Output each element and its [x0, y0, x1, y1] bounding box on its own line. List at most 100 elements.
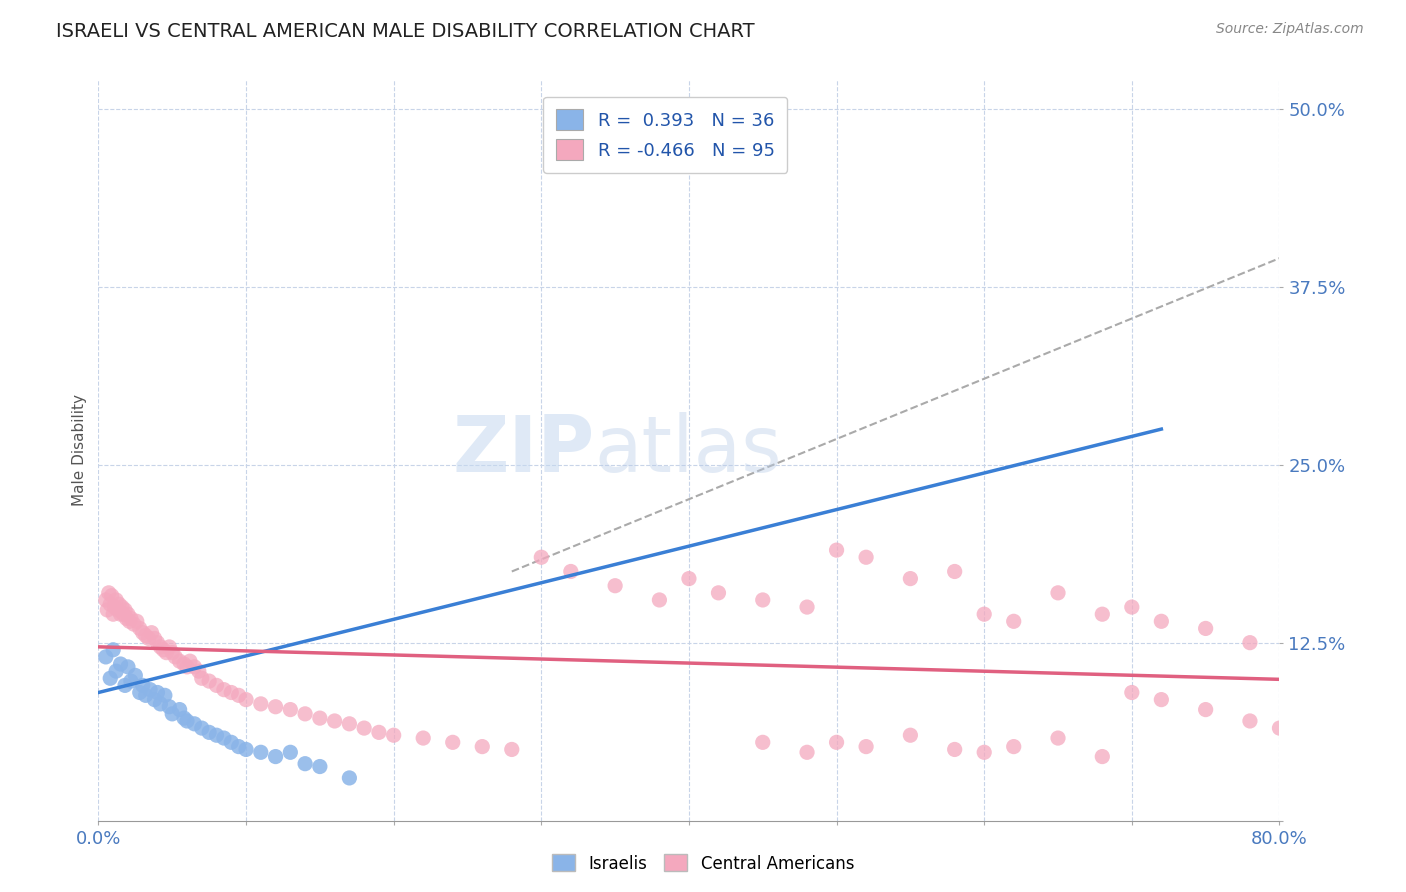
Point [100, 589, 122, 603]
Point [1121, 685, 1143, 699]
Point [153, 689, 176, 703]
Point [112, 607, 135, 622]
Point [412, 731, 434, 745]
Point [560, 565, 582, 579]
Point [176, 714, 198, 728]
Point [678, 572, 700, 586]
Point [825, 735, 848, 749]
Point [605, 579, 627, 593]
Point [107, 603, 129, 617]
Point [103, 642, 125, 657]
Point [339, 716, 361, 731]
Point [117, 660, 139, 674]
Y-axis label: Male Disability: Male Disability [72, 394, 87, 507]
Point [117, 607, 139, 622]
Point [103, 607, 125, 622]
Point [707, 586, 730, 600]
Point [120, 611, 142, 625]
Point [132, 678, 155, 692]
Text: atlas: atlas [595, 412, 782, 489]
Point [111, 600, 134, 615]
Legend: R =  0.393   N = 36, R = -0.466   N = 95: R = 0.393 N = 36, R = -0.466 N = 95 [543, 96, 787, 173]
Point [382, 728, 405, 742]
Point [191, 721, 214, 735]
Legend: Israelis, Central Americans: Israelis, Central Americans [546, 847, 860, 880]
Point [1268, 721, 1291, 735]
Point [530, 550, 553, 565]
Text: ZIP: ZIP [453, 412, 595, 489]
Point [146, 685, 169, 699]
Point [135, 628, 157, 642]
Point [294, 706, 316, 721]
Point [1239, 635, 1261, 649]
Point [108, 597, 131, 611]
Point [943, 565, 966, 579]
Point [146, 635, 169, 649]
Point [120, 674, 142, 689]
Point [198, 674, 221, 689]
Point [173, 657, 195, 671]
Point [173, 711, 195, 725]
Point [264, 699, 287, 714]
Point [212, 682, 235, 697]
Point [855, 550, 877, 565]
Point [165, 649, 187, 664]
Point [264, 749, 287, 764]
Point [152, 642, 174, 657]
Point [104, 600, 127, 615]
Point [118, 615, 141, 629]
Point [132, 625, 155, 640]
Point [139, 682, 162, 697]
Point [187, 664, 209, 678]
Point [943, 742, 966, 756]
Point [825, 543, 848, 558]
Point [1091, 607, 1114, 622]
Point [183, 716, 205, 731]
Point [323, 714, 346, 728]
Point [309, 711, 332, 725]
Point [115, 611, 138, 625]
Point [796, 745, 818, 759]
Point [149, 640, 172, 654]
Point [110, 607, 132, 622]
Point [124, 668, 146, 682]
Point [752, 735, 775, 749]
Point [1046, 731, 1070, 745]
Text: Source: ZipAtlas.com: Source: ZipAtlas.com [1216, 22, 1364, 37]
Point [973, 745, 995, 759]
Point [1091, 749, 1114, 764]
Point [900, 728, 922, 742]
Point [141, 625, 163, 640]
Point [309, 759, 332, 773]
Point [128, 685, 150, 699]
Point [973, 607, 995, 622]
Point [471, 739, 494, 754]
Point [98, 597, 121, 611]
Point [501, 742, 523, 756]
Point [198, 725, 221, 739]
Point [228, 689, 250, 703]
Point [1239, 714, 1261, 728]
Point [114, 603, 136, 617]
Point [97, 586, 120, 600]
Point [94, 649, 117, 664]
Point [796, 600, 818, 615]
Point [114, 678, 136, 692]
Point [157, 699, 180, 714]
Point [235, 692, 257, 706]
Point [94, 593, 117, 607]
Point [250, 745, 273, 759]
Point [1002, 739, 1025, 754]
Point [135, 689, 157, 703]
Point [1150, 692, 1173, 706]
Point [176, 660, 198, 674]
Point [752, 593, 775, 607]
Point [855, 739, 877, 754]
Point [138, 632, 160, 646]
Point [250, 697, 273, 711]
Point [149, 697, 172, 711]
Point [155, 646, 177, 660]
Point [96, 603, 118, 617]
Point [162, 706, 183, 721]
Point [191, 671, 214, 685]
